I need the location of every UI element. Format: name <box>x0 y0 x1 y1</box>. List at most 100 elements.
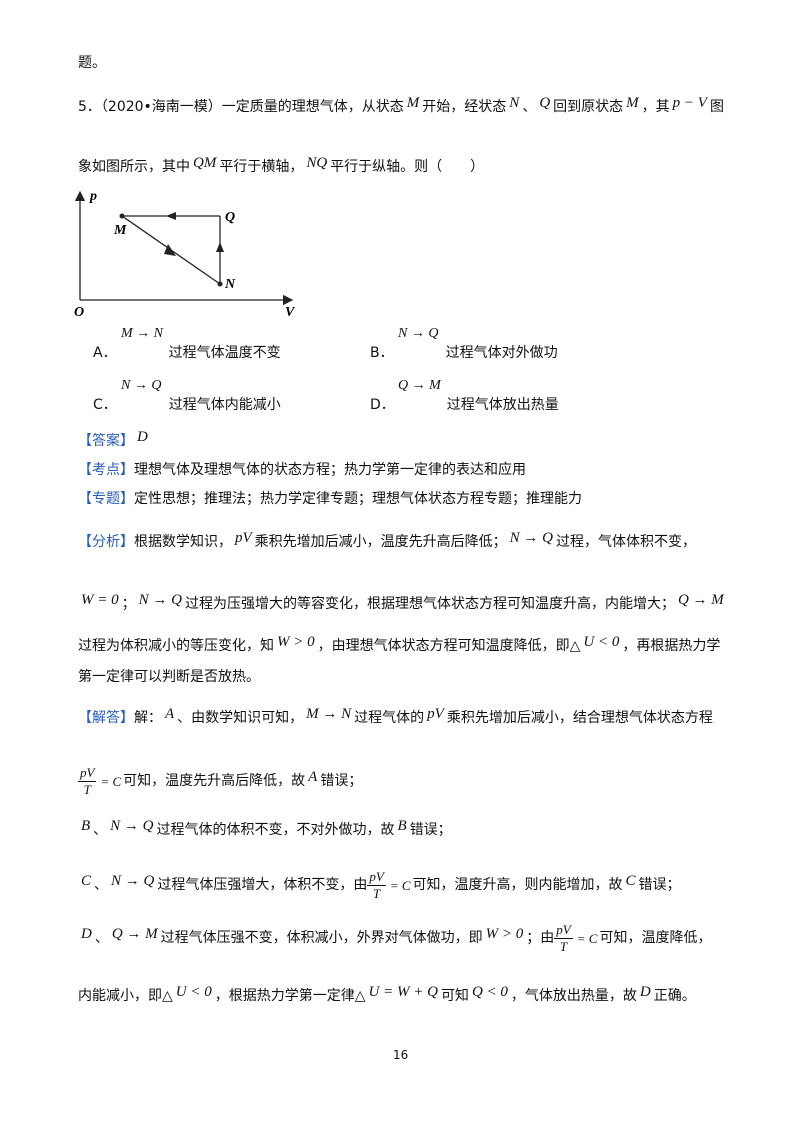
text: 可知 <box>440 988 469 1004</box>
fraction: pV T <box>78 765 97 798</box>
math: W > 0 <box>485 926 524 942</box>
option-math: Q → M <box>398 378 441 393</box>
option-text: 过程气体内能减小 <box>168 397 281 413</box>
text: ，再根据热力学 <box>622 638 721 654</box>
arrow-mn <box>164 244 176 256</box>
text-line: 【专题】定性思想；推理法；热力学定律专题；理想气体状态方程专题；推理能力 <box>78 488 582 508</box>
text: 解： <box>134 710 162 726</box>
option-text: 过程气体温度不变 <box>168 345 281 361</box>
text: 回到原状态 <box>553 99 624 115</box>
text-line: 内能减小，即△ U < 0 ，根据热力学第一定律△ U = W + Q 可知 Q < 0，… <box>78 984 696 1005</box>
equation-rest: = C <box>100 773 122 789</box>
math: pV <box>427 706 444 722</box>
text: 题。 <box>78 55 106 71</box>
text: 过程气体压强不变，体积减小，外界对气体做功，即 <box>160 930 483 946</box>
option-text: 过程气体对外做功 <box>445 345 558 361</box>
math: B <box>397 818 407 834</box>
denominator: T <box>559 939 568 954</box>
text-line: pV T = C 可知，温度先升高后降低，故 A 错误； <box>78 765 363 806</box>
math: D <box>137 429 148 445</box>
math: Q → M <box>111 926 158 942</box>
text: 过程为压强增大的等容变化，根据理想气体状态方程可知温度升高，内能增大； <box>184 596 675 612</box>
equation: pV T = C <box>367 869 412 910</box>
text: 平行于横轴， <box>219 159 304 175</box>
text-line: 【答案】 D <box>78 429 151 450</box>
numerator: pV <box>554 922 573 939</box>
text-line: 【考点】理想气体及理想气体的状态方程；热力学第一定律的表达和应用 <box>78 459 526 479</box>
text: 根据数学知识， <box>134 534 232 550</box>
text-line: W = 0； N → Q 过程为压强增大的等容变化，根据理想气体状态方程可知温度升高… <box>78 592 727 613</box>
equation-rest: = C <box>576 930 598 946</box>
fraction: pV T <box>554 922 573 955</box>
text: 可知，温度降低， <box>599 930 712 946</box>
text-line: 过程为体积减小的等压变化，知 W > 0 ，由理想气体状态方程可知温度降低，即△ U … <box>78 634 721 655</box>
text-line: 题。 <box>78 52 106 72</box>
text: 错误； <box>638 877 681 893</box>
text: 内能减小，即△ <box>78 988 173 1004</box>
text-line: 5．（2020•海南一模）一定质量的理想气体，从状态 M 开始，经状态 N、 Q 回到原状… <box>78 95 724 116</box>
math: Q <box>539 95 551 111</box>
axis-label: p <box>89 189 97 204</box>
numerator: pV <box>78 765 97 782</box>
equation: pV T = C <box>78 765 123 806</box>
math: M <box>406 95 420 111</box>
text: 错误； <box>320 773 363 789</box>
math: B <box>81 818 91 834</box>
math: p − V <box>672 95 707 111</box>
text: ，由理想气体状态方程可知温度降低，即△ <box>317 638 581 654</box>
section-tag: 【答案】 <box>78 433 134 449</box>
option-letter: A． <box>93 345 117 361</box>
option-math: N → Q <box>398 326 439 341</box>
math: D <box>639 984 651 1000</box>
text: 错误； <box>409 822 452 838</box>
text: 、 <box>94 877 109 893</box>
section-tag: 【解答】 <box>78 710 134 726</box>
text-line: 【分析】根据数学知识， pV 乘积先增加后减小，温度先升高后降低； N → Q 过程，气… <box>78 530 697 551</box>
option-letter: B． <box>370 345 394 361</box>
option: D． Q → M 过程气体放出热量 <box>370 378 559 414</box>
text: 定性思想；推理法；热力学定律专题；理想气体状态方程专题；推理能力 <box>134 491 582 507</box>
text: 过程气体的体积不变，不对外做功，故 <box>156 822 395 838</box>
math: C <box>625 873 636 889</box>
option-text: 过程气体放出热量 <box>446 397 559 413</box>
math: Q → M <box>677 592 724 608</box>
point-m <box>119 213 125 219</box>
text: ； <box>121 596 136 612</box>
text: ；由 <box>526 930 555 946</box>
point-n <box>217 281 223 287</box>
option: C． N → Q 过程气体内能减小 <box>93 378 281 414</box>
text-line: 【解答】解： A 、由数学知识可知， M → N 过程气体的 pV 乘积先增加后减小，结合理… <box>78 706 713 727</box>
text: 5．（2020•海南一模）一定质量的理想气体，从状态 <box>78 99 404 115</box>
text-line: B、 N → Q 过程气体的体积不变，不对外做功，故 B 错误； <box>78 818 452 839</box>
text: 过程，气体体积不变， <box>556 534 697 550</box>
math: A <box>308 769 318 785</box>
math: M <box>626 95 639 111</box>
math: W = 0 <box>81 592 119 608</box>
math: QM <box>193 155 217 171</box>
section-tag: 【分析】 <box>78 534 134 550</box>
option-letter: C． <box>93 397 117 413</box>
pv-diagram: p V O M Q N <box>74 189 296 320</box>
text: 象如图所示，其中 <box>78 159 190 175</box>
text: 第一定律可以判断是否放热。 <box>78 669 260 685</box>
point-label: M <box>113 223 127 238</box>
text: 乘积先增加后减小，温度先升高后降低； <box>254 534 507 550</box>
text: 开始，经状态 <box>422 99 507 115</box>
text: 、由数学知识可知， <box>177 710 304 726</box>
math: A <box>165 706 175 722</box>
point-label: N <box>224 277 236 292</box>
text: 过程气体的 <box>354 710 425 726</box>
math: NQ <box>306 155 328 171</box>
text: 平行于纵轴。则（ ） <box>330 159 485 175</box>
text: 过程为体积减小的等压变化，知 <box>78 638 274 654</box>
math: pV <box>235 530 252 546</box>
numerator: pV <box>367 869 386 886</box>
text: 乘积先增加后减小，结合理想气体状态方程 <box>446 710 713 726</box>
math: M → N <box>306 706 352 722</box>
fraction: pV T <box>367 869 386 902</box>
text: ，根据热力学第一定律△ <box>214 988 366 1004</box>
equation-rest: = C <box>389 877 411 893</box>
section-tag: 【考点】 <box>78 462 134 478</box>
point-label: Q <box>225 210 235 225</box>
